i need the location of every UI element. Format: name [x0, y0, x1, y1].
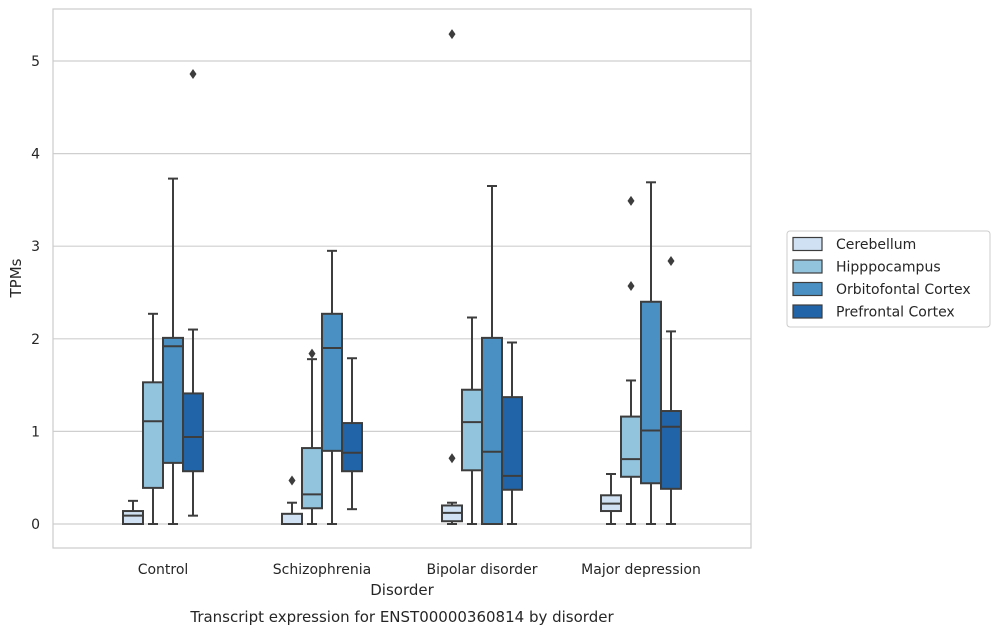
- box-orbitofontal-cortex-3: [640, 181, 662, 525]
- box-iqr: [182, 392, 204, 473]
- box-iqr: [142, 381, 164, 489]
- box-cerebellum-0: [122, 499, 144, 526]
- box-cerebellum-1: [281, 475, 303, 526]
- box-hipppocampus-2: [461, 316, 483, 525]
- legend: Cerebellum Hipppocampus Orbitofontal Corte…: [786, 230, 991, 328]
- box-iqr: [640, 300, 662, 485]
- plot-frame: [52, 8, 752, 549]
- x-axis-ticks: Control Schizophrenia Bipolar disorder Majo…: [138, 562, 701, 578]
- y-tick-label: 3: [31, 239, 40, 255]
- box-prefrontal-cortex-3: [660, 256, 682, 525]
- y-axis-label: TPMs: [7, 258, 25, 298]
- outlier-point: [667, 256, 675, 267]
- box-orbitofontal-cortex-2: [481, 185, 503, 525]
- box-orbitofontal-cortex-0: [162, 177, 184, 525]
- legend-frame: [786, 230, 991, 328]
- box-prefrontal-cortex-1: [341, 357, 363, 511]
- legend-swatch: [792, 304, 823, 319]
- box-prefrontal-cortex-2: [501, 341, 523, 525]
- box-iqr: [341, 422, 363, 473]
- box-iqr: [321, 312, 343, 452]
- legend-swatch: [792, 236, 823, 252]
- outlier-point: [448, 453, 456, 464]
- outlier-point: [627, 195, 635, 206]
- y-tick-label: 5: [31, 54, 40, 70]
- box-cerebellum-2: [441, 29, 463, 525]
- y-tick-label: 1: [31, 424, 40, 440]
- outlier-point: [627, 281, 635, 292]
- x-tick-label: Major depression: [581, 562, 701, 578]
- outlier-point: [189, 68, 197, 79]
- legend-swatch: [792, 259, 823, 274]
- box-iqr: [660, 410, 682, 490]
- legend-swatch: [792, 281, 823, 297]
- y-tick-label: 0: [31, 517, 40, 533]
- box-hipppocampus-3: [620, 195, 642, 525]
- outlier-point: [288, 475, 296, 486]
- x-axis-label: Disorder: [370, 581, 434, 599]
- box-iqr: [620, 415, 642, 478]
- box-iqr: [461, 388, 483, 472]
- box-hipppocampus-1: [301, 348, 323, 525]
- box-iqr: [481, 336, 503, 525]
- legend-label: Prefrontal Cortex: [836, 305, 955, 321]
- box-prefrontal-cortex-0: [182, 68, 204, 517]
- x-tick-label: Schizophrenia: [273, 562, 371, 578]
- x-tick-label: Bipolar disorder: [426, 562, 537, 578]
- box-iqr: [301, 447, 323, 510]
- legend-label: Hipppocampus: [836, 260, 941, 276]
- box-iqr: [281, 512, 303, 526]
- box-iqr: [122, 510, 144, 526]
- box-series: [122, 29, 682, 526]
- box-iqr: [501, 396, 523, 491]
- box-hipppocampus-0: [142, 312, 164, 525]
- y-tick-label: 4: [31, 147, 40, 163]
- box-cerebellum-3: [600, 472, 622, 525]
- box-iqr: [162, 336, 184, 464]
- chart-title: Transcript expression for ENST0000036081…: [189, 608, 614, 626]
- outlier-point: [448, 29, 456, 40]
- outlier-point: [308, 348, 316, 359]
- legend-label: Cerebellum: [836, 237, 916, 253]
- legend-label: Orbitofontal Cortex: [836, 282, 971, 298]
- y-tick-label: 2: [31, 332, 40, 348]
- box-orbitofontal-cortex-1: [321, 249, 343, 525]
- y-axis-ticks: 0 1 2 3 4 5: [31, 54, 40, 533]
- x-tick-label: Control: [138, 562, 189, 578]
